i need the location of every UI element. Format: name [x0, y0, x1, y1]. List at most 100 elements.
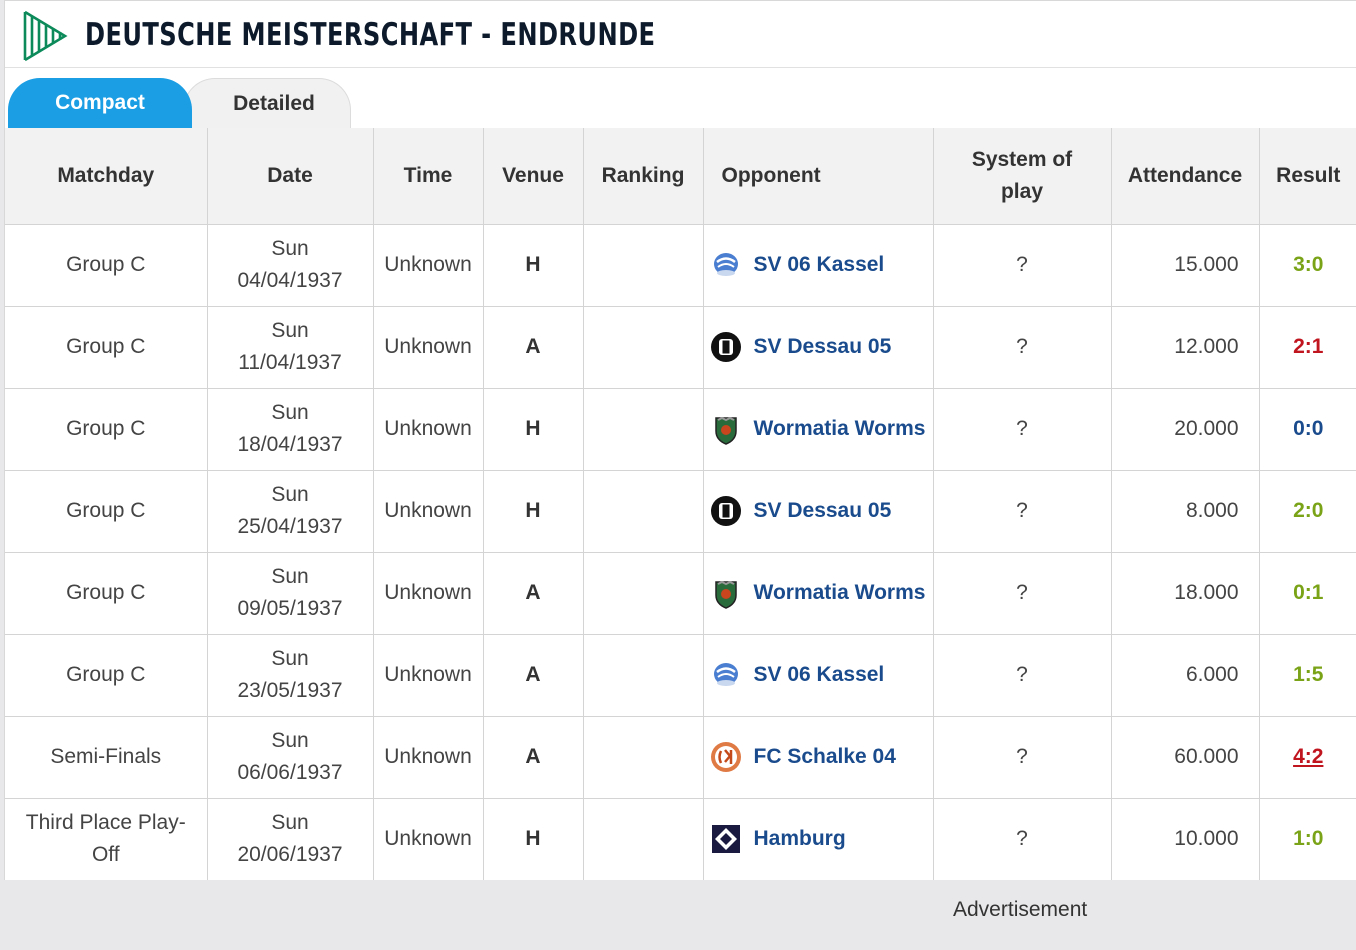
matches-table: Matchday Date Time Venue Ranking Opponen…	[5, 128, 1356, 881]
matchday-cell: Group C	[5, 470, 208, 553]
matchday-cell: Group C	[5, 388, 208, 471]
col-matchday[interactable]: Matchday	[5, 128, 208, 225]
result-link[interactable]: 1:0	[1293, 827, 1324, 850]
result-link[interactable]: 2:1	[1293, 335, 1324, 358]
dessau-crest-icon[interactable]	[710, 495, 754, 527]
table-row: Group C Sun 18/04/1937 Unknown H Wormati…	[5, 388, 1356, 471]
kassel-crest-icon[interactable]	[710, 659, 754, 691]
attendance-cell: 8.000	[1111, 470, 1260, 553]
matchday-cell: Group C	[5, 224, 208, 307]
advertisement-label: Advertisement	[953, 898, 1088, 921]
dessau-crest-icon[interactable]	[710, 331, 754, 363]
page-title: DEUTSCHE MEISTERSCHAFT - ENDRUNDE	[85, 17, 656, 53]
venue-cell: H	[483, 388, 584, 471]
table-row: Third Place Play-Off Sun 20/06/1937 Unkn…	[5, 798, 1356, 881]
result-cell: 3:0	[1259, 224, 1356, 307]
col-attendance[interactable]: Attendance	[1111, 128, 1260, 225]
col-result[interactable]: Result	[1259, 128, 1356, 225]
opponent-link[interactable]: SV Dessau 05	[753, 335, 892, 358]
col-date[interactable]: Date	[207, 128, 374, 225]
col-ranking[interactable]: Ranking	[583, 128, 704, 225]
opponent-link[interactable]: Wormatia Worms	[753, 581, 926, 604]
ranking-cell	[583, 306, 704, 389]
opponent-link[interactable]: Wormatia Worms	[753, 417, 926, 440]
time-cell: Unknown	[373, 470, 484, 553]
ranking-cell	[583, 798, 704, 881]
ranking-cell	[583, 470, 704, 553]
opponent-cell: SV Dessau 05	[703, 470, 934, 553]
date-text: 25/04/1937	[237, 515, 343, 538]
system-of-play-cell: ?	[933, 634, 1112, 717]
date-cell: Sun 18/04/1937	[207, 388, 374, 471]
weekday-text: Sun	[271, 729, 309, 752]
system-of-play-cell: ?	[933, 388, 1112, 471]
venue-cell: A	[483, 634, 584, 717]
table-row: Semi-Finals Sun 06/06/1937 Unknown A FC …	[5, 716, 1356, 799]
attendance-cell: 18.000	[1111, 552, 1260, 635]
date-cell: Sun 09/05/1937	[207, 552, 374, 635]
col-venue[interactable]: Venue	[483, 128, 584, 225]
competition-header: DEUTSCHE MEISTERSCHAFT - ENDRUNDE	[5, 1, 1356, 68]
time-cell: Unknown	[373, 798, 484, 881]
schalke-crest-icon[interactable]	[710, 741, 754, 773]
hamburg-crest-icon[interactable]	[710, 823, 754, 855]
time-cell: Unknown	[373, 716, 484, 799]
attendance-cell: 20.000	[1111, 388, 1260, 471]
opponent-cell: FC Schalke 04	[703, 716, 934, 799]
weekday-text: Sun	[271, 565, 309, 588]
opponent-link[interactable]: Hamburg	[753, 827, 846, 850]
weekday-text: Sun	[271, 483, 309, 506]
attendance-cell: 12.000	[1111, 306, 1260, 389]
date-cell: Sun 20/06/1937	[207, 798, 374, 881]
opponent-link[interactable]: SV 06 Kassel	[753, 663, 885, 686]
matchday-cell: Semi-Finals	[5, 716, 208, 799]
result-link[interactable]: 4:2	[1293, 745, 1324, 768]
attendance-cell: 6.000	[1111, 634, 1260, 717]
col-opponent[interactable]: Opponent	[703, 128, 934, 225]
weekday-text: Sun	[271, 401, 309, 424]
ranking-cell	[583, 224, 704, 307]
date-text: 11/04/1937	[238, 351, 342, 374]
result-link[interactable]: 2:0	[1293, 499, 1324, 522]
tab-compact[interactable]: Compact	[8, 78, 192, 128]
footer-bar	[0, 880, 1356, 950]
venue-cell: A	[483, 716, 584, 799]
matchday-cell: Group C	[5, 306, 208, 389]
table-row: Group C Sun 25/04/1937 Unknown H SV Dess…	[5, 470, 1356, 553]
worms-crest-icon[interactable]	[710, 577, 754, 609]
opponent-cell: SV Dessau 05	[703, 306, 934, 389]
ranking-cell	[583, 634, 704, 717]
attendance-cell: 60.000	[1111, 716, 1260, 799]
col-system-of-play[interactable]: System of play	[933, 128, 1112, 225]
tab-detailed[interactable]: Detailed	[183, 78, 351, 128]
col-time[interactable]: Time	[373, 128, 484, 225]
result-cell: 2:0	[1259, 470, 1356, 553]
ranking-cell	[583, 552, 704, 635]
result-link[interactable]: 3:0	[1293, 253, 1324, 276]
time-cell: Unknown	[373, 224, 484, 307]
result-link[interactable]: 1:5	[1293, 663, 1324, 686]
worms-crest-icon[interactable]	[710, 413, 754, 445]
date-text: 20/06/1937	[237, 843, 343, 866]
system-of-play-cell: ?	[933, 716, 1112, 799]
result-cell: 0:1	[1259, 552, 1356, 635]
system-of-play-cell: ?	[933, 798, 1112, 881]
opponent-cell: SV 06 Kassel	[703, 224, 934, 307]
date-cell: Sun 23/05/1937	[207, 634, 374, 717]
opponent-link[interactable]: SV Dessau 05	[753, 499, 892, 522]
venue-cell: A	[483, 552, 584, 635]
result-link[interactable]: 0:1	[1293, 581, 1324, 604]
system-of-play-cell: ?	[933, 306, 1112, 389]
opponent-cell: SV 06 Kassel	[703, 634, 934, 717]
table-row: Group C Sun 04/04/1937 Unknown H SV 06 K…	[5, 224, 1356, 307]
matchday-cell: Third Place Play-Off	[5, 798, 208, 881]
result-link[interactable]: 0:0	[1293, 417, 1324, 440]
opponent-link[interactable]: SV 06 Kassel	[753, 253, 885, 276]
kassel-crest-icon[interactable]	[710, 249, 754, 281]
opponent-link[interactable]: FC Schalke 04	[753, 745, 896, 768]
venue-cell: H	[483, 470, 584, 553]
result-cell: 4:2	[1259, 716, 1356, 799]
date-text: 04/04/1937	[237, 269, 343, 292]
view-tabs: Detailed Compact	[5, 68, 1356, 128]
ranking-cell	[583, 716, 704, 799]
